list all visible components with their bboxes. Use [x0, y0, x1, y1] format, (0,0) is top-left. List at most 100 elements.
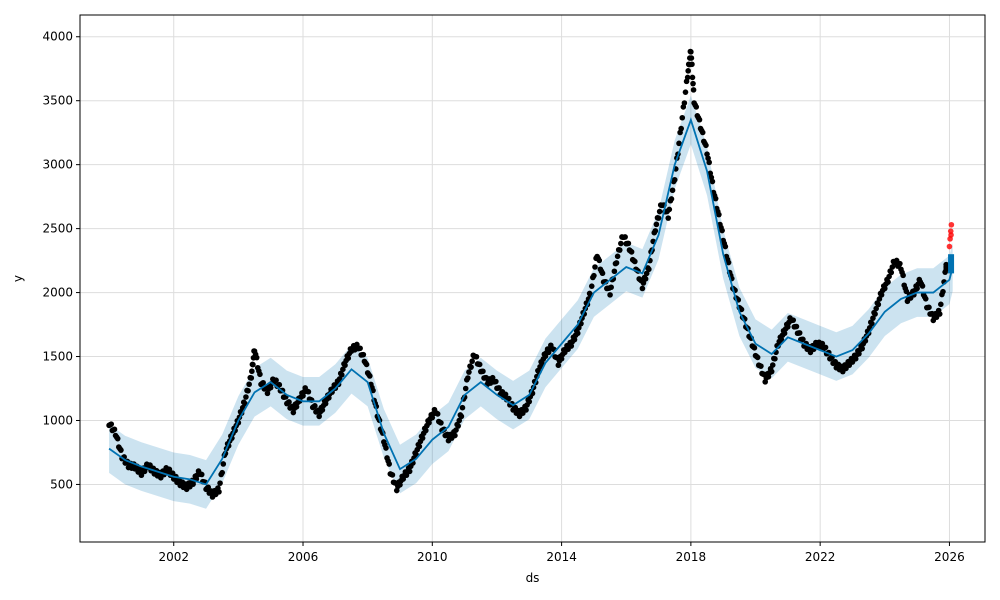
observed-point	[872, 311, 878, 317]
observed-point	[703, 142, 709, 149]
observed-point	[502, 391, 509, 398]
observed-point	[245, 388, 251, 394]
trend-polyline	[108, 117, 954, 486]
observed-point	[769, 362, 776, 368]
observed-point	[114, 435, 121, 442]
observed-point	[250, 361, 256, 368]
observed-point	[800, 336, 806, 343]
observed-point	[678, 125, 684, 132]
observed-point	[656, 208, 663, 215]
y-tick-label: 2000	[42, 286, 73, 300]
y-axis-ticks: 500 1000 1500 2000 2500 3000 3500 4000	[42, 30, 80, 491]
observed-point	[926, 304, 932, 311]
observed-point	[936, 311, 943, 317]
y-tick-label: 3000	[42, 158, 73, 172]
x-tick-label: 2022	[805, 550, 836, 564]
observed-point	[219, 469, 226, 476]
x-tick-label: 2014	[546, 550, 577, 564]
x-axis-ticks: 2002 2006 2010 2014 2018 2022 2026	[158, 542, 965, 564]
observed-point	[345, 355, 352, 361]
observed-point	[642, 276, 649, 282]
observed-point	[618, 240, 624, 247]
observed-point	[367, 373, 373, 379]
observed-point	[276, 381, 283, 388]
observed-point	[706, 159, 712, 166]
observed-point	[166, 466, 173, 473]
observed-point	[466, 369, 472, 375]
observed-point	[772, 356, 778, 362]
observed-point	[614, 253, 621, 260]
y-tick-label: 1000	[42, 413, 73, 427]
observed-point	[653, 221, 660, 228]
observed-point	[198, 471, 205, 478]
observed-point	[897, 260, 903, 267]
observed-point	[655, 215, 662, 221]
observed-point	[685, 68, 691, 74]
observed-point	[699, 129, 706, 136]
y-tick-label: 4000	[42, 30, 73, 44]
observed-point	[613, 260, 620, 266]
observed-point	[768, 368, 775, 375]
y-tick-label: 1500	[42, 350, 73, 364]
observed-point	[596, 257, 603, 264]
observed-point	[312, 403, 318, 409]
observed-point	[758, 363, 764, 369]
observed-points	[106, 48, 950, 500]
observed-point	[465, 375, 471, 381]
observed-point	[754, 354, 761, 361]
observed-point	[940, 288, 946, 295]
observed-point	[423, 427, 429, 434]
observed-point	[496, 385, 502, 391]
recent-points	[946, 221, 955, 250]
observed-point	[819, 340, 826, 347]
observed-point	[719, 227, 725, 234]
observed-point	[253, 354, 260, 361]
observed-point	[316, 413, 322, 420]
observed-point	[523, 407, 529, 413]
observed-point	[922, 295, 929, 302]
observed-point	[438, 420, 444, 426]
observed-point	[342, 362, 348, 369]
observed-point	[249, 368, 255, 375]
observed-point	[919, 283, 926, 289]
observed-point	[571, 336, 578, 343]
observed-point	[458, 413, 465, 420]
observed-point	[681, 100, 688, 106]
observed-point	[688, 55, 695, 61]
observed-point	[668, 196, 675, 202]
observed-point	[684, 74, 691, 81]
observed-point	[616, 247, 623, 253]
observed-point	[690, 87, 697, 93]
observed-point	[217, 480, 223, 486]
x-tick-label: 2006	[288, 550, 319, 564]
observed-point	[406, 468, 413, 475]
observed-point	[611, 268, 618, 275]
observed-point	[319, 407, 326, 413]
observed-point	[462, 385, 469, 392]
plot-frame	[79, 14, 986, 543]
observed-point	[591, 272, 597, 279]
recent-point	[946, 243, 953, 250]
observed-point	[480, 368, 486, 375]
observed-point	[205, 484, 212, 491]
y-tick-label: 500	[50, 477, 73, 491]
observed-point	[216, 489, 222, 495]
observed-point	[671, 176, 678, 183]
observed-point	[709, 178, 716, 185]
observed-point	[679, 114, 686, 121]
observed-point	[722, 243, 729, 250]
observed-point	[592, 264, 598, 270]
observed-point	[676, 140, 682, 147]
observed-point	[751, 345, 758, 351]
observed-point	[859, 345, 865, 352]
observed-point	[273, 377, 279, 384]
x-tick-label: 2026	[934, 550, 965, 564]
observed-point	[386, 461, 393, 467]
observed-point	[869, 320, 875, 327]
observed-point	[608, 284, 614, 291]
observed-point	[607, 292, 613, 298]
observed-point	[526, 398, 533, 405]
observed-point	[875, 301, 882, 308]
observed-point	[389, 472, 396, 478]
